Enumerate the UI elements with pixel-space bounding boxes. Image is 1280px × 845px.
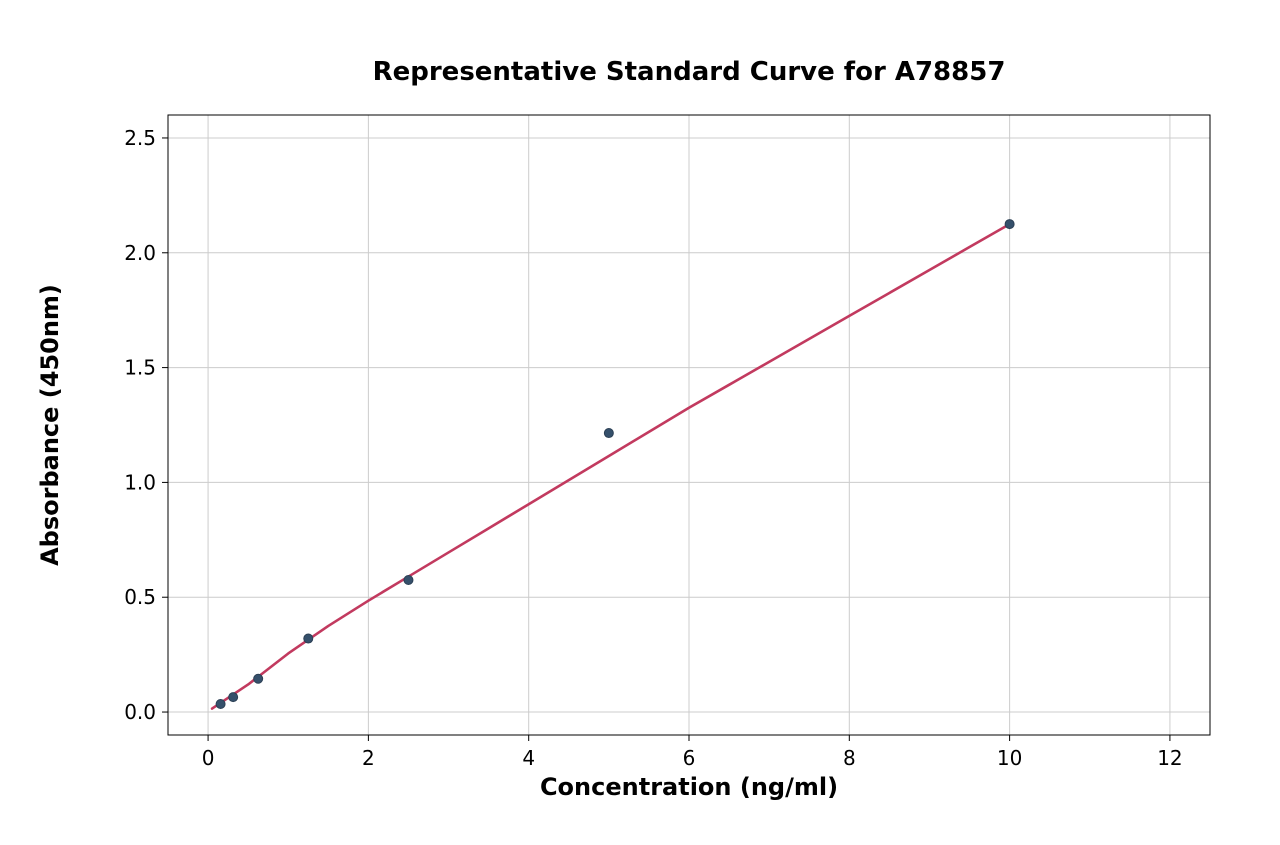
ytick-label: 2.5 bbox=[124, 126, 156, 150]
ytick-label: 1.0 bbox=[124, 470, 156, 494]
chart-container: 0 2 4 6 8 10 12 0.0 0.5 1.0 1.5 2.0 2.5 Concentration… bbox=[0, 0, 1280, 845]
ytick-label: 0.5 bbox=[124, 585, 156, 609]
data-point bbox=[604, 429, 613, 438]
chart-title: Representative Standard Curve for A78857 bbox=[373, 57, 1006, 87]
x-axis-label: Concentration (ng/ml) bbox=[540, 773, 838, 801]
data-point bbox=[216, 700, 225, 709]
xtick-label: 0 bbox=[202, 746, 215, 770]
xtick-label: 6 bbox=[683, 746, 696, 770]
data-point bbox=[1005, 220, 1014, 229]
data-point bbox=[304, 634, 313, 643]
xtick-label: 10 bbox=[997, 746, 1022, 770]
data-point bbox=[404, 576, 413, 585]
ytick-label: 2.0 bbox=[124, 241, 156, 265]
xtick-label: 4 bbox=[522, 746, 535, 770]
ytick-label: 1.5 bbox=[124, 356, 156, 380]
xtick-label: 8 bbox=[843, 746, 856, 770]
xtick-label: 2 bbox=[362, 746, 375, 770]
y-axis-label: Absorbance (450nm) bbox=[36, 284, 64, 566]
data-point bbox=[254, 674, 263, 683]
standard-curve-chart: 0 2 4 6 8 10 12 0.0 0.5 1.0 1.5 2.0 2.5 Concentration… bbox=[0, 0, 1280, 845]
xtick-label: 12 bbox=[1157, 746, 1182, 770]
data-point bbox=[229, 693, 238, 702]
ytick-label: 0.0 bbox=[124, 700, 156, 724]
